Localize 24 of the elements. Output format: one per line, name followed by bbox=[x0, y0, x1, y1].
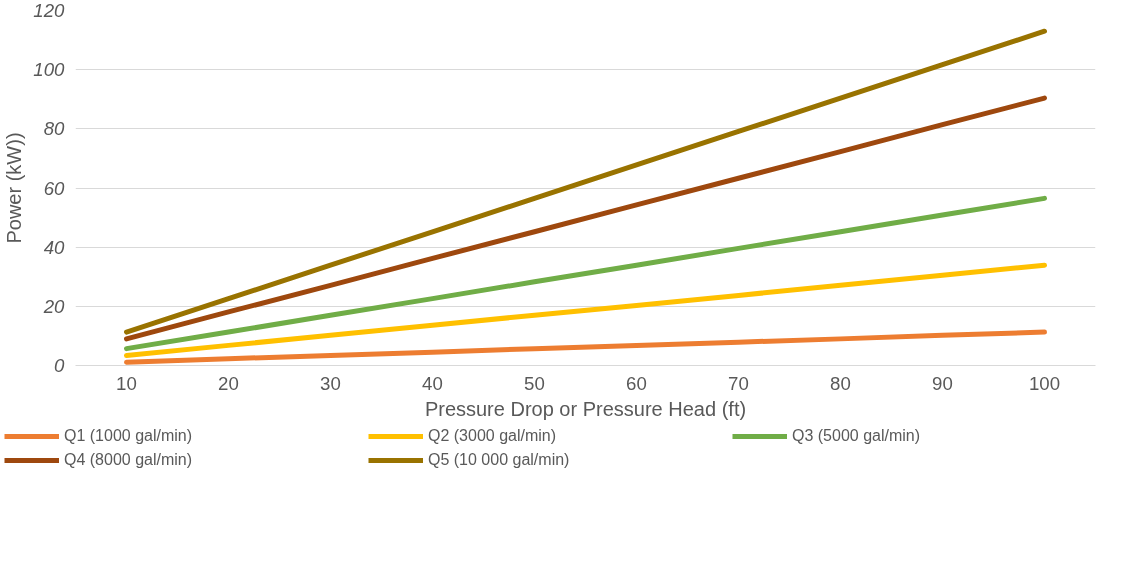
y-tick-label: 0 bbox=[54, 355, 66, 376]
legend-label: Q1 (1000 gal/min) bbox=[64, 427, 194, 445]
x-tick-label: 50 bbox=[524, 372, 545, 394]
legend-label: Q3 (5000 gal/min) bbox=[792, 427, 922, 445]
x-tick-label: 30 bbox=[320, 372, 341, 394]
x-tick-label: 40 bbox=[422, 372, 443, 394]
x-tick-label: 90 bbox=[932, 372, 953, 394]
y-axis-title: Power (kW)) bbox=[3, 132, 26, 244]
x-tick-label: 70 bbox=[728, 372, 749, 394]
x-tick-label: 60 bbox=[626, 372, 647, 394]
y-tick-label: 120 bbox=[33, 0, 66, 21]
x-axis-title: Pressure Drop or Pressure Head (ft) bbox=[424, 397, 747, 420]
y-tick-label: 100 bbox=[33, 59, 66, 81]
x-tick-label: 20 bbox=[218, 372, 239, 394]
y-tick-label: 40 bbox=[43, 236, 66, 258]
legend-label: Q5 (10 000 gal/min) bbox=[428, 451, 571, 469]
y-tick-label: 80 bbox=[43, 118, 66, 140]
legend-label: Q2 (3000 gal/min) bbox=[428, 427, 558, 445]
x-tick-label: 100 bbox=[1028, 372, 1061, 394]
legend-label: Q4 (8000 gal/min) bbox=[64, 451, 194, 469]
y-tick-label: 60 bbox=[43, 177, 66, 199]
x-tick-label: 80 bbox=[830, 372, 851, 394]
y-tick-label: 20 bbox=[42, 295, 66, 317]
x-tick-label: 10 bbox=[116, 372, 137, 394]
